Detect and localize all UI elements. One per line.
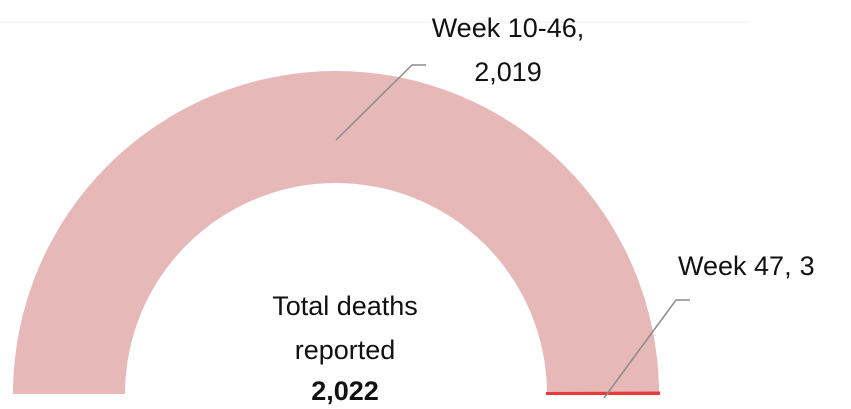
data-label: Week 10-46, [432,13,585,43]
category-label: Week 10-46 [432,13,577,43]
label-separator: , [784,251,792,281]
value-label: 3 [800,251,815,281]
value-label: 2,019 [474,57,542,87]
category-label: Week 47 [678,251,784,281]
center-text: reported [295,335,396,365]
leader-line [335,64,426,141]
leader-line [603,299,690,399]
slice [545,391,661,395]
center-text: Total deaths [272,291,418,321]
data-label: Week 47, 3 [678,251,815,281]
total-label: 2,022 [311,376,379,406]
slice [13,70,659,394]
label-separator: , [577,13,585,43]
